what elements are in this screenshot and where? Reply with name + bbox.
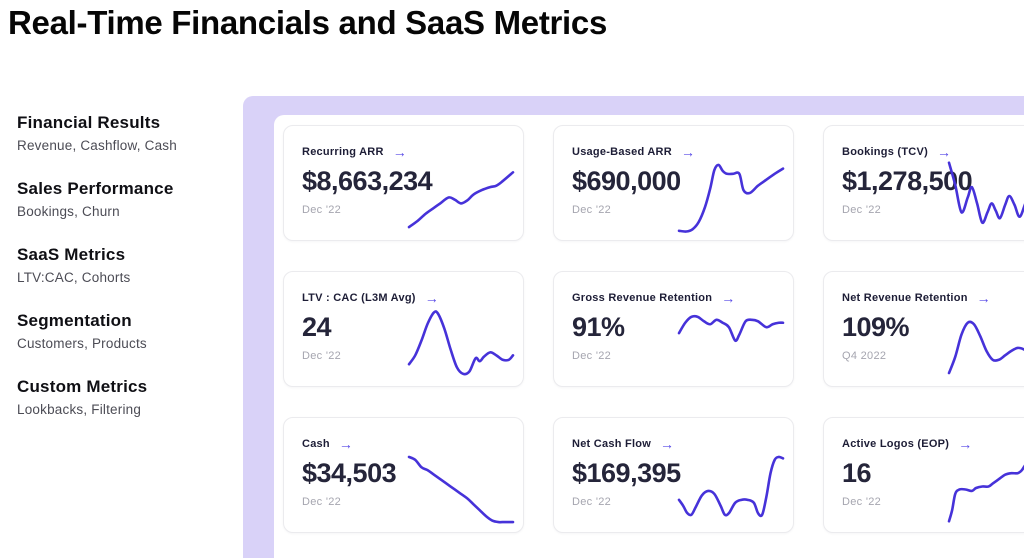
sidebar-item-subtitle: LTV:CAC, Cohorts	[17, 270, 131, 285]
page-title: Real-Time Financials and SaaS Metrics	[8, 4, 608, 41]
sparkline-chart	[409, 451, 513, 525]
metric-label: LTV : CAC (L3M Avg)	[302, 292, 416, 304]
metric-label: Net Cash Flow	[572, 438, 652, 450]
metric-value: $34,503	[302, 458, 397, 488]
sidebar-item-financial-results[interactable]: Financial Results Revenue, Cashflow, Cas…	[17, 112, 243, 155]
metric-value: $8,663,234	[302, 166, 433, 196]
arrow-right-icon[interactable]: →	[660, 436, 675, 452]
sidebar-item-subtitle: Lookbacks, Filtering	[17, 402, 142, 417]
sidebar-item-segmentation[interactable]: Segmentation Customers, Products	[17, 310, 243, 353]
arrow-right-icon[interactable]: →	[937, 144, 951, 160]
sidebar-item-title: Segmentation	[17, 311, 132, 330]
arrow-right-icon[interactable]: →	[392, 144, 407, 160]
metric-value: 24	[302, 312, 332, 342]
metric-period: Dec '22	[302, 496, 342, 508]
sparkline-chart	[679, 451, 783, 525]
metric-label: Recurring ARR	[302, 146, 384, 158]
sidebar-item-custom-metrics[interactable]: Custom Metrics Lookbacks, Filtering	[17, 376, 243, 419]
metric-label: Gross Revenue Retention	[572, 292, 713, 304]
arrow-right-icon[interactable]: →	[338, 436, 353, 452]
metric-label: Bookings (TCV)	[842, 146, 928, 158]
arrow-right-icon[interactable]: →	[721, 290, 736, 306]
metric-period: Dec '22	[572, 496, 612, 508]
metric-period: Dec '22	[302, 204, 342, 216]
metric-period: Dec '22	[302, 350, 342, 362]
metric-card-net-cash-flow[interactable]: Net Cash Flow → $169,395 Dec '22	[553, 417, 794, 533]
sidebar-item-title: Sales Performance	[17, 179, 174, 198]
metric-card-cash[interactable]: Cash → $34,503 Dec '22	[283, 417, 524, 533]
metric-period: Dec '22	[842, 204, 882, 216]
sidebar-item-saas-metrics[interactable]: SaaS Metrics LTV:CAC, Cohorts	[17, 244, 243, 287]
metric-card-ltv-cac[interactable]: LTV : CAC (L3M Avg) → 24 Dec '22	[283, 271, 524, 387]
metric-label: Cash	[302, 438, 330, 450]
metric-value: 109%	[842, 312, 910, 342]
sparkline-chart	[409, 305, 513, 379]
metric-value: $169,395	[572, 458, 681, 488]
sidebar-item-title: Custom Metrics	[17, 377, 148, 396]
arrow-right-icon[interactable]: →	[958, 436, 973, 452]
metrics-grid: Recurring ARR → $8,663,234 Dec '22 Usage…	[274, 115, 1024, 533]
sparkline-chart	[409, 159, 513, 233]
sidebar-item-title: SaaS Metrics	[17, 245, 126, 264]
metric-value: 16	[842, 458, 872, 488]
metric-period: Q4 2022	[842, 350, 887, 362]
metric-period: Dec '22	[572, 204, 612, 216]
arrow-right-icon[interactable]: →	[424, 290, 439, 306]
metric-period: Dec '22	[572, 350, 612, 362]
metric-value: 91%	[572, 312, 625, 342]
metric-card-usage-based-arr[interactable]: Usage-Based ARR → $690,000 Dec '22	[553, 125, 794, 241]
sidebar-item-subtitle: Revenue, Cashflow, Cash	[17, 138, 177, 153]
metric-card-bookings-tcv[interactable]: Bookings (TCV) → $1,278,500 Dec '22	[823, 125, 1024, 241]
metric-label: Usage-Based ARR	[572, 146, 672, 158]
metric-card-gross-revenue-retention[interactable]: Gross Revenue Retention → 91% Dec '22	[553, 271, 794, 387]
metrics-panel: Recurring ARR → $8,663,234 Dec '22 Usage…	[243, 96, 1024, 558]
metric-label: Net Revenue Retention	[842, 292, 968, 304]
sparkline-chart	[949, 159, 1024, 233]
arrow-right-icon[interactable]: →	[976, 290, 991, 306]
arrow-right-icon[interactable]: →	[680, 144, 695, 160]
metrics-panel-inner: Recurring ARR → $8,663,234 Dec '22 Usage…	[274, 115, 1024, 558]
sparkline-chart	[949, 305, 1024, 379]
sidebar-item-subtitle: Customers, Products	[17, 336, 147, 351]
sidebar-item-subtitle: Bookings, Churn	[17, 204, 120, 219]
sparkline-chart	[679, 159, 783, 233]
metric-card-active-logos[interactable]: Active Logos (EOP) → 16 Dec '22	[823, 417, 1024, 533]
metric-card-recurring-arr[interactable]: Recurring ARR → $8,663,234 Dec '22	[283, 125, 524, 241]
metric-value: $690,000	[572, 166, 681, 196]
sidebar-item-sales-performance[interactable]: Sales Performance Bookings, Churn	[17, 178, 243, 221]
sparkline-chart	[949, 451, 1024, 525]
metric-card-net-revenue-retention[interactable]: Net Revenue Retention → 109% Q4 2022	[823, 271, 1024, 387]
metric-period: Dec '22	[842, 496, 882, 508]
sidebar-item-title: Financial Results	[17, 113, 161, 132]
metric-label: Active Logos (EOP)	[842, 438, 950, 450]
sidebar: Financial Results Revenue, Cashflow, Cas…	[17, 112, 243, 442]
sparkline-chart	[679, 305, 783, 379]
